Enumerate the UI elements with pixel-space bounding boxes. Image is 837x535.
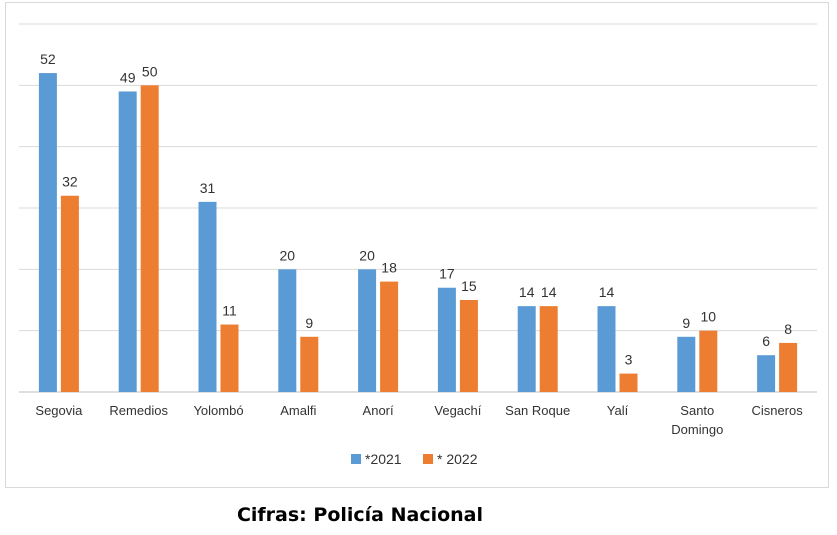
x-tick-label: Domingo bbox=[671, 422, 723, 437]
bar-series-1 bbox=[118, 91, 137, 392]
x-tick-label: Amalfi bbox=[280, 403, 316, 418]
legend-swatch-2 bbox=[423, 454, 433, 464]
bar-series-1 bbox=[358, 269, 377, 392]
x-tick-label: Santo bbox=[680, 403, 714, 418]
data-label: 32 bbox=[62, 174, 78, 190]
data-label: 10 bbox=[701, 309, 717, 325]
bar-series-1 bbox=[517, 306, 536, 392]
bar-series-2 bbox=[380, 281, 399, 392]
data-label: 52 bbox=[40, 51, 56, 67]
data-label: 14 bbox=[599, 284, 615, 300]
bar-series-2 bbox=[619, 373, 638, 392]
x-tick-label: Remedios bbox=[109, 403, 168, 418]
bar-series-2 bbox=[220, 324, 239, 392]
data-label: 18 bbox=[381, 260, 397, 276]
data-label: 15 bbox=[461, 278, 477, 294]
bar-series-2 bbox=[60, 195, 79, 392]
bar-series-1 bbox=[38, 73, 57, 393]
data-label: 49 bbox=[120, 69, 136, 85]
data-label: 9 bbox=[682, 315, 690, 331]
bar-chart: 52 32 Segovia 49 50 Remedios 31 11 Yolombó 20 9 Ama… bbox=[19, 23, 817, 467]
data-label: 14 bbox=[541, 284, 557, 300]
data-label: 20 bbox=[280, 247, 296, 263]
data-label: 14 bbox=[519, 284, 535, 300]
bar-series-1 bbox=[437, 287, 456, 392]
bar-series-2 bbox=[140, 85, 159, 392]
data-label: 6 bbox=[762, 333, 770, 349]
data-label: 17 bbox=[439, 266, 455, 282]
data-label: 50 bbox=[142, 63, 158, 79]
legend-label-2: * 2022 bbox=[437, 451, 478, 467]
bar-series-2 bbox=[459, 300, 478, 392]
data-label: 9 bbox=[305, 315, 313, 331]
x-tick-label: Anorí bbox=[363, 403, 394, 418]
bar-series-2 bbox=[539, 306, 558, 392]
legend-label-1: *2021 bbox=[365, 451, 402, 467]
bar-series-2 bbox=[779, 342, 798, 392]
x-tick-label: Yolombó bbox=[193, 403, 243, 418]
x-tick-label: Segovia bbox=[35, 403, 83, 418]
data-label: 8 bbox=[784, 321, 792, 337]
x-tick-label: Yalí bbox=[607, 403, 629, 418]
source-caption: Cifras: Policía Nacional bbox=[236, 504, 484, 526]
chart-frame: 52 32 Segovia 49 50 Remedios 31 11 Yolombó 20 9 Ama… bbox=[5, 2, 829, 488]
bar-series-1 bbox=[278, 269, 297, 392]
data-label: 3 bbox=[625, 352, 633, 368]
bar-series-1 bbox=[757, 355, 776, 392]
bar-series-1 bbox=[677, 336, 696, 392]
x-tick-label: San Roque bbox=[505, 403, 570, 418]
legend-swatch-1 bbox=[351, 454, 361, 464]
data-label: 11 bbox=[222, 303, 237, 319]
bar-series-2 bbox=[699, 330, 718, 392]
data-label: 31 bbox=[200, 180, 216, 196]
x-tick-label: Cisneros bbox=[751, 403, 803, 418]
x-tick-label: Vegachí bbox=[434, 403, 481, 418]
bar-series-2 bbox=[300, 336, 319, 392]
data-label: 20 bbox=[359, 247, 375, 263]
bar-series-1 bbox=[198, 201, 217, 392]
bar-series-1 bbox=[597, 306, 616, 392]
